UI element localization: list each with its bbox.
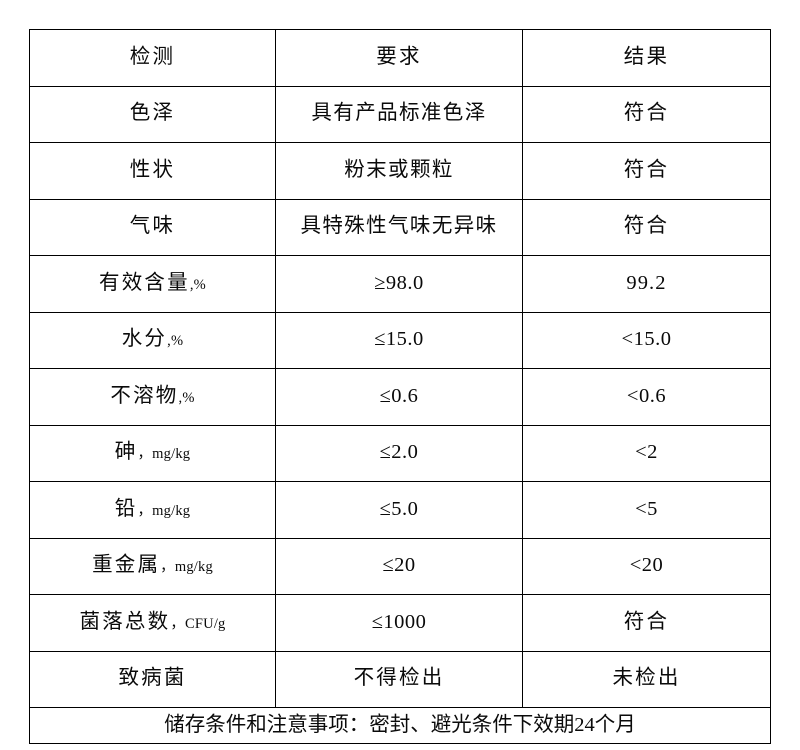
item-unit: ，mg/kg <box>137 446 191 463</box>
cell-result: 99.2 <box>522 255 771 313</box>
item-name: 不溶物 <box>110 384 179 407</box>
item-unit: ，mg/kg <box>137 502 191 519</box>
requirement-value: ≤2.0 <box>379 441 419 464</box>
result-value: 符合 <box>623 215 670 238</box>
storage-note: 储存条件和注意事项：密封、避光条件下效期24个月 <box>29 707 771 744</box>
result-value: 符合 <box>623 610 670 633</box>
cell-requirement: ≤20 <box>275 537 523 595</box>
result-value: <2 <box>635 441 658 464</box>
table-row: 有效含量,% ≥98.0 99.2 <box>29 255 771 313</box>
requirement-value: ≤1000 <box>371 610 427 633</box>
table-header-row: 检测 要求 结果 <box>29 29 771 87</box>
item-name: 重金属 <box>92 554 161 577</box>
cell-requirement: 不得检出 <box>275 650 523 708</box>
item-unit: ,% <box>189 276 206 293</box>
item-name: 气味 <box>129 215 176 238</box>
item-name: 铅 <box>114 497 138 520</box>
cell-item: 色泽 <box>29 85 276 143</box>
item-name: 致病菌 <box>118 667 187 690</box>
cell-item: 性状 <box>29 142 276 200</box>
result-value: 符合 <box>623 158 670 181</box>
table-body: 检测 要求 结果 色泽 具有产品标准色泽 符合 性状 粉末或颗粒 符合 气味 具… <box>29 29 771 744</box>
table-row: 色泽 具有产品标准色泽 符合 <box>29 85 771 143</box>
item-unit: ，CFU/g <box>170 615 226 632</box>
cell-requirement: ≤0.6 <box>275 368 523 426</box>
table-row: 不溶物,% ≤0.6 <0.6 <box>29 368 771 426</box>
requirement-value: 不得检出 <box>353 667 445 690</box>
table-row: 铅，mg/kg ≤5.0 <5 <box>29 481 771 539</box>
column-header-result: 结果 <box>522 29 771 87</box>
item-unit: ，mg/kg <box>160 559 213 576</box>
requirement-value: 粉末或颗粒 <box>344 158 454 181</box>
cell-result: 符合 <box>522 142 771 200</box>
result-value: <20 <box>629 554 664 577</box>
item-unit: ,% <box>167 333 184 350</box>
requirement-value: ≤0.6 <box>379 384 419 407</box>
result-value: 符合 <box>623 102 670 125</box>
requirement-value: 具有产品标准色泽 <box>311 102 487 125</box>
item-name: 水分 <box>121 328 168 351</box>
cell-requirement: ≥98.0 <box>275 255 523 313</box>
cell-result: 符合 <box>522 594 771 652</box>
requirement-value: ≤20 <box>382 554 416 577</box>
cell-item: 有效含量,% <box>29 255 276 313</box>
column-header-item: 检测 <box>29 29 276 87</box>
table-row: 水分,% ≤15.0 <15.0 <box>29 311 771 369</box>
cell-item: 重金属，mg/kg <box>29 537 276 595</box>
cell-requirement: ≤5.0 <box>275 481 523 539</box>
column-header-result-label: 结果 <box>623 45 670 68</box>
result-value: 99.2 <box>626 271 667 294</box>
result-value: 未检出 <box>612 667 681 690</box>
column-header-requirement-label: 要求 <box>376 45 422 68</box>
requirement-value: 具特殊性气味无异味 <box>300 215 498 238</box>
column-header-item-label: 检测 <box>129 45 176 68</box>
requirement-value: ≤5.0 <box>379 497 419 520</box>
table-row: 砷，mg/kg ≤2.0 <2 <box>29 424 771 482</box>
cell-requirement: ≤15.0 <box>275 311 523 369</box>
cell-result: 符合 <box>522 198 771 256</box>
table-row: 菌落总数，CFU/g ≤1000 符合 <box>29 594 771 652</box>
cell-requirement: ≤2.0 <box>275 424 523 482</box>
table-row: 重金属，mg/kg ≤20 <20 <box>29 537 771 595</box>
table-note-row: 储存条件和注意事项：密封、避光条件下效期24个月 <box>29 707 771 744</box>
item-name: 有效含量 <box>99 271 190 294</box>
item-name: 色泽 <box>129 102 176 125</box>
cell-item: 致病菌 <box>29 650 276 708</box>
item-name: 砷 <box>114 441 138 464</box>
cell-item: 菌落总数，CFU/g <box>29 594 276 652</box>
specification-table-container: 检测 要求 结果 色泽 具有产品标准色泽 符合 性状 粉末或颗粒 符合 气味 具… <box>29 29 771 744</box>
requirement-value: ≤15.0 <box>374 328 424 351</box>
cell-item: 水分,% <box>29 311 276 369</box>
cell-result: 未检出 <box>522 650 771 708</box>
cell-item: 不溶物,% <box>29 368 276 426</box>
item-name: 菌落总数 <box>79 610 171 633</box>
cell-result: <20 <box>522 537 771 595</box>
cell-result: <5 <box>522 481 771 539</box>
cell-result: 符合 <box>522 85 771 143</box>
column-header-requirement: 要求 <box>275 29 523 87</box>
cell-item: 铅，mg/kg <box>29 481 276 539</box>
cell-result: <2 <box>522 424 771 482</box>
cell-requirement: ≤1000 <box>275 594 523 652</box>
cell-item: 砷，mg/kg <box>29 424 276 482</box>
cell-item: 气味 <box>29 198 276 256</box>
item-unit: ,% <box>178 389 195 406</box>
cell-requirement: 具有产品标准色泽 <box>275 85 523 143</box>
item-name: 性状 <box>129 158 176 181</box>
cell-result: <15.0 <box>522 311 771 369</box>
requirement-value: ≥98.0 <box>374 271 424 294</box>
cell-requirement: 粉末或颗粒 <box>275 142 523 200</box>
result-value: <0.6 <box>626 384 667 407</box>
cell-requirement: 具特殊性气味无异味 <box>275 198 523 256</box>
table-row: 气味 具特殊性气味无异味 符合 <box>29 198 771 256</box>
result-value: <15.0 <box>621 328 672 351</box>
result-value: <5 <box>635 497 658 520</box>
cell-result: <0.6 <box>522 368 771 426</box>
specification-table: 检测 要求 结果 色泽 具有产品标准色泽 符合 性状 粉末或颗粒 符合 气味 具… <box>29 29 771 744</box>
table-row: 性状 粉末或颗粒 符合 <box>29 142 771 200</box>
table-row: 致病菌 不得检出 未检出 <box>29 650 771 708</box>
